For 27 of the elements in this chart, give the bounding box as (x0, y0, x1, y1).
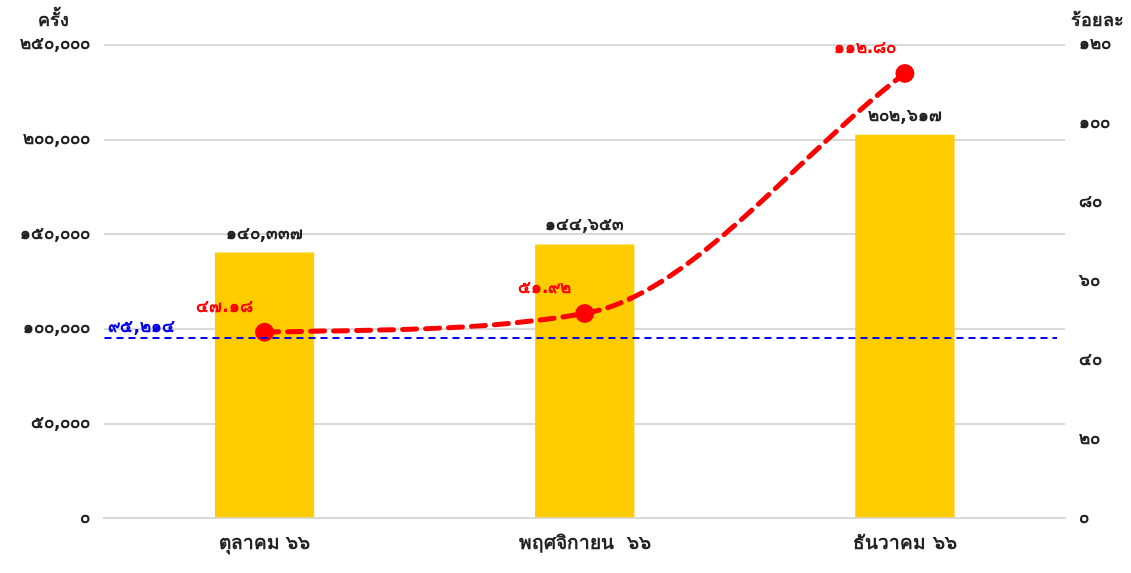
y-tick-label: ๕๐,๐๐๐ (30, 411, 91, 432)
bar (855, 134, 955, 518)
y2-tick-label: ๘๐ (1079, 191, 1102, 212)
y-tick-label: ๒๐๐,๐๐๐ (22, 128, 91, 149)
y-tick-label: ๑๐๐,๐๐๐ (22, 317, 91, 338)
y-tick-label: ๒๕๐,๐๐๐ (19, 33, 91, 54)
y2-tick-label: ๖๐ (1078, 270, 1100, 291)
x-tick-label: ตุลาคม ๖๖ (218, 530, 311, 555)
point (895, 63, 915, 83)
x-tick-label: พฤศจิกายน ๖๖ (518, 530, 651, 553)
y-axis-title: ครั้ง (38, 6, 69, 30)
data-label: ๑๑๒.๘๐ (833, 37, 897, 58)
y-tick-label: ๐ (80, 506, 91, 527)
y2-tick-label: ๐ (1079, 506, 1089, 527)
data-label: ๑๔๐,๓๓๗ (225, 222, 304, 243)
data-label: ๑๔๔,๖๕๓ (544, 214, 625, 235)
y2-tick-label: ๑๐๐ (1079, 112, 1110, 133)
y2-axis-title: ร้อยละ (1071, 9, 1124, 30)
y-tick-label: ๑๕๐,๐๐๐ (19, 222, 91, 243)
x-tick-label: ธันวาคม ๖๖ (853, 530, 957, 553)
point (255, 322, 275, 342)
y2-tick-label: ๔๐ (1079, 348, 1102, 369)
y2-tick-label: ๑๒๐ (1079, 33, 1111, 54)
data-label: ๒๐๒,๖๑๗ (868, 104, 942, 125)
ref-line-label: ๙๕,๒๑๔ (108, 315, 175, 336)
point (575, 303, 595, 323)
y2-tick-label: ๒๐ (1079, 427, 1100, 448)
